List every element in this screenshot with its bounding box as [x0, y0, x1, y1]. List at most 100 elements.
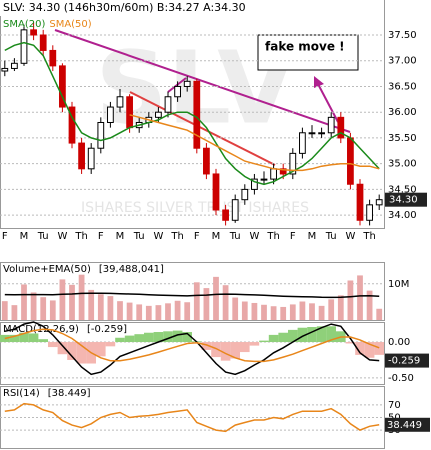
bar [241, 301, 248, 320]
bar [337, 295, 344, 320]
histogram-bar [211, 342, 221, 358]
x-tick-label: W [345, 231, 355, 242]
readout: [39,488,041] [99, 264, 164, 275]
candle-body [337, 116, 345, 139]
line [4, 321, 380, 376]
bar [357, 275, 363, 320]
x-tick-label: M [116, 231, 125, 242]
histogram-bar [115, 337, 125, 343]
candle-body [11, 62, 18, 69]
annotation-box [257, 34, 359, 71]
x-tick-label: F [290, 231, 296, 242]
histogram-bar [105, 342, 116, 347]
line [4, 41, 380, 186]
candle-body [222, 209, 229, 221]
readout: [38.449] [48, 388, 91, 399]
candle-body [107, 106, 114, 123]
histogram-bar [297, 327, 308, 343]
watermark-subtitle: ISHARES SILVER TRUST ISHARES [81, 200, 309, 216]
bar [203, 288, 210, 320]
trendline [129, 91, 276, 166]
histogram-bar [259, 340, 269, 343]
y-tick-label: 35.50 [388, 133, 417, 144]
x-tick-label: M [20, 231, 29, 242]
candle-body [1, 67, 9, 72]
bar [174, 300, 181, 320]
candle-body [78, 142, 85, 170]
line [129, 114, 380, 172]
x-tick-label: F [2, 231, 8, 242]
x-tick-label: M [212, 231, 221, 242]
histogram-bar [307, 327, 317, 343]
histogram-bar [163, 331, 173, 343]
histogram-bar [57, 342, 68, 355]
bar [30, 292, 37, 320]
histogram-bar [153, 332, 164, 343]
title-bg [0, 0, 384, 16]
candle-body [299, 132, 306, 154]
last-value-box [385, 417, 430, 432]
annotation: fake move ! [265, 40, 345, 54]
x-tick-label: Tu [229, 231, 241, 242]
candle-body [49, 49, 57, 67]
candle-body [39, 34, 47, 51]
bar [97, 294, 104, 320]
bar [184, 302, 191, 320]
bar [145, 305, 152, 320]
bar [49, 300, 56, 320]
y-tick-label: -0.50 [388, 373, 414, 384]
histogram-bar [9, 334, 20, 343]
bar [11, 305, 18, 320]
y-tick-label: 36.00 [388, 107, 417, 118]
bar [136, 304, 143, 320]
bar [232, 297, 239, 320]
y-tick-label: 36.50 [388, 81, 417, 92]
last-value: -0.259 [388, 356, 420, 367]
x-tick-label: Tu [37, 231, 49, 242]
y-tick-label: 0.00 [388, 337, 410, 348]
candle-body [174, 85, 181, 98]
x-tick-label: W [249, 231, 259, 242]
bar [107, 296, 114, 320]
histogram-bar [230, 342, 240, 359]
x-tick-label: Th [170, 231, 183, 242]
bar [21, 284, 27, 320]
x-tick-label: Th [266, 231, 279, 242]
bar [309, 303, 315, 320]
histogram-bar [76, 342, 87, 364]
candle-body [87, 147, 95, 170]
histogram-bar [201, 342, 212, 350]
bar [280, 306, 287, 320]
bar [261, 304, 267, 320]
x-tick-label: F [98, 231, 104, 242]
candle-body [347, 137, 354, 185]
bar [88, 289, 95, 320]
y-tick-label: 34.00 [388, 210, 417, 221]
bar [270, 306, 277, 320]
readout: [-0.259] [87, 324, 127, 335]
candle-body [59, 65, 66, 108]
bar [69, 284, 75, 320]
histogram-bar [249, 342, 260, 346]
histogram-bar [316, 326, 327, 343]
bar [117, 301, 123, 320]
line [4, 292, 380, 299]
candle-body [193, 80, 201, 149]
bar [328, 299, 335, 320]
candle-body [183, 80, 191, 87]
candle-body [97, 121, 105, 149]
legend-entry: SMA(20) [3, 19, 45, 30]
candle-body [164, 96, 172, 113]
histogram-bar [172, 330, 183, 343]
x-tick-label: W [57, 231, 67, 242]
histogram-bar [364, 342, 375, 358]
bar [165, 303, 171, 320]
x-tick-label: Tu [133, 231, 145, 242]
line [4, 402, 380, 433]
histogram-bar [124, 335, 135, 343]
histogram-bar [182, 332, 192, 343]
histogram-bar [48, 342, 58, 348]
candle-body [68, 106, 76, 144]
x-tick-label: Th [74, 231, 87, 242]
candle-body [375, 199, 383, 206]
